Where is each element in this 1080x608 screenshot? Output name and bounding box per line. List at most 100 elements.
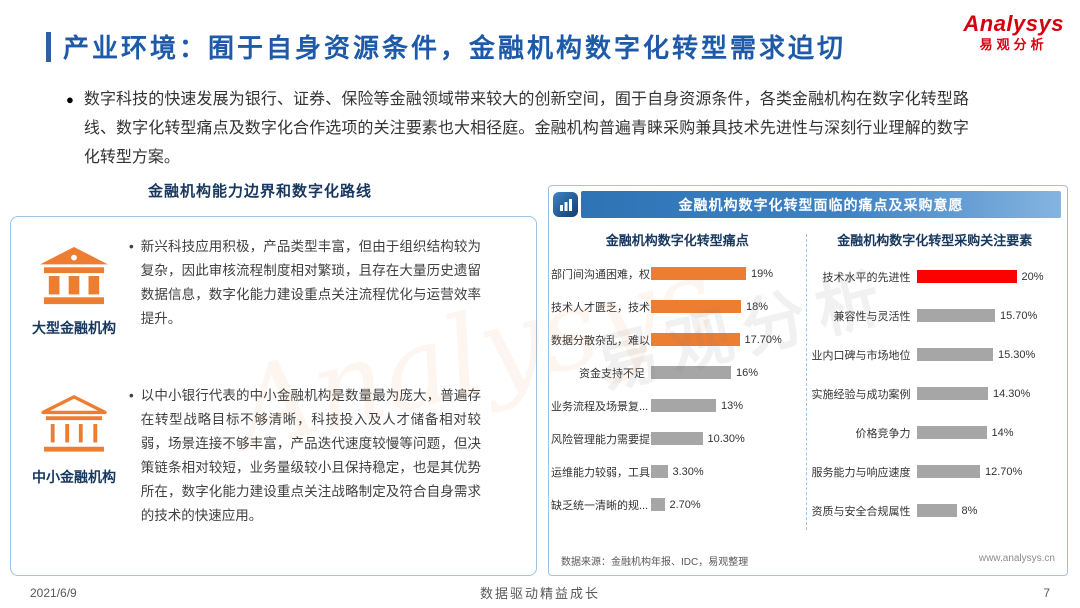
bar-category-label: 数据分散杂乱，难以... <box>551 334 660 347</box>
bar-category-label: 缺乏统一清晰的规... <box>551 499 649 512</box>
intro-text: 数字科技的快速发展为银行、证券、保险等金融领域带来较大的创新空间，囿于自身资源条… <box>83 91 969 166</box>
medium-institution-label: 中小金融机构 <box>32 469 116 485</box>
bar-category-label: 运维能力较弱，工具... <box>551 466 660 479</box>
bar-category-label: 资金支持不足 <box>579 367 645 380</box>
bar-value-label: 15.30% <box>998 348 1036 361</box>
purchase-factors-chart: 金融机构数字化转型采购关注要素 技术水平的先进性 20% 兼容性与灵活性 15.70%… <box>809 230 1062 530</box>
bar-row: 兼容性与灵活性 15.70% <box>809 296 1062 335</box>
bar-value-label: 8% <box>961 504 978 517</box>
bar <box>916 309 995 322</box>
bar-category-label: 技术水平的先进性 <box>822 271 911 284</box>
page-number: 7 <box>1043 585 1050 600</box>
footer-slogan: 数据驱动精益成长 <box>479 586 600 601</box>
bar <box>916 426 987 439</box>
factor-chart-title: 金融机构数字化转型采购关注要素 <box>837 233 1033 248</box>
bar-category-label: 业务流程及场景复... <box>551 400 649 413</box>
left-section-heading: 金融机构能力边界和数字化路线 <box>147 183 372 200</box>
bar-row: 技术水平的先进性 20% <box>809 257 1062 296</box>
bar <box>651 399 716 412</box>
charts-container: 金融机构数字化转型痛点 部门间沟通困难，权... 19% 技术人才匮乏，技术... 1… <box>549 218 1067 530</box>
large-institution-text: • 新兴科技应用积极，产品类型丰富，但由于组织结构较为复杂，因此审核流程制度相对… <box>129 235 481 338</box>
website-link[interactable]: www.analysys.cn <box>978 553 1055 564</box>
bar <box>651 366 731 379</box>
logo-text-en: Analysys <box>963 11 1064 36</box>
bar-category-label: 资质与安全合规属性 <box>811 505 911 518</box>
large-institution-description: 新兴科技应用积极，产品类型丰富，但由于组织结构较为复杂，因此审核流程制度相对繁琐… <box>140 239 481 327</box>
large-institution-row: 大型金融机构 • 新兴科技应用积极，产品类型丰富，但由于组织结构较为复杂，因此审… <box>19 235 481 338</box>
bar-value-label: 17.70% <box>744 333 782 346</box>
bar-row: 缺乏统一清晰的规... 2.70% <box>551 488 804 521</box>
slide-footer: 2021/6/9 数据驱动精益成长 7 <box>0 583 1080 602</box>
bar-value-label: 13% <box>721 399 744 412</box>
bar <box>916 387 988 400</box>
pain-points-chart: 金融机构数字化转型痛点 部门间沟通困难，权... 19% 技术人才匮乏，技术... 1… <box>551 230 804 530</box>
bar-category-label: 风险管理能力需要提高 <box>551 433 661 446</box>
bar-row: 资质与安全合规属性 8% <box>809 491 1062 530</box>
bar-row: 风险管理能力需要提高 10.30% <box>551 422 804 455</box>
bar-row: 价格竞争力 14% <box>809 413 1062 452</box>
bank-large-icon <box>40 246 108 305</box>
pain-chart-title: 金融机构数字化转型痛点 <box>605 233 749 248</box>
bar-value-label: 3.30% <box>672 465 704 478</box>
medium-institution-description: 以中小银行代表的中小金融机构是数量最为庞大，普遍存在转型战略目标不够清晰，科技投… <box>140 388 481 524</box>
bar <box>916 504 957 517</box>
bar-row: 服务能力与响应速度 12.70% <box>809 452 1062 491</box>
title-row: 产业环境：囿于自身资源条件，金融机构数字化转型需求迫切 <box>46 28 846 65</box>
bar-value-label: 14% <box>991 426 1014 439</box>
chart-divider <box>805 234 807 530</box>
analysys-logo: Analysys 易观分析 <box>963 11 1064 53</box>
bar-category-label: 实施经验与成功案例 <box>811 388 911 401</box>
chart-badge-icon <box>553 192 578 217</box>
panel-header: 金融机构数字化转型面临的痛点及采购意愿 <box>553 191 1061 218</box>
page-title: 产业环境：囿于自身资源条件，金融机构数字化转型需求迫切 <box>63 33 847 63</box>
bar-value-label: 2.70% <box>669 498 701 511</box>
bar <box>651 333 740 346</box>
panel-header-title: 金融机构数字化转型面临的痛点及采购意愿 <box>581 191 1061 218</box>
large-institution-label: 大型金融机构 <box>32 320 116 336</box>
bar-category-label: 价格竞争力 <box>855 427 911 440</box>
medium-institution-text: • 以中小银行代表的中小金融机构是数量最为庞大，普遍存在转型战略目标不够清晰，科… <box>129 384 481 528</box>
bar-value-label: 15.70% <box>1000 309 1038 322</box>
bar <box>651 267 746 280</box>
bullet-icon: • <box>129 388 134 403</box>
bullet-icon: • <box>129 239 134 254</box>
bar-value-label: 18% <box>746 300 769 313</box>
bar <box>651 465 668 478</box>
data-source-note: 数据来源：金融机构年报、IDC，易观整理 <box>561 557 749 568</box>
bar-row: 运维能力较弱，工具... 3.30% <box>551 455 804 488</box>
logo-text-cn: 易观分析 <box>979 37 1048 53</box>
bar <box>651 498 665 511</box>
pain-chart-bars: 部门间沟通困难，权... 19% 技术人才匮乏，技术... 18% 数据分散杂乱，难以.… <box>551 257 804 521</box>
bar <box>651 432 703 445</box>
bar <box>916 348 993 361</box>
bar-category-label: 技术人才匮乏，技术... <box>551 301 660 314</box>
bar-row: 业内口碑与市场地位 15.30% <box>809 335 1062 374</box>
bar <box>916 270 1017 283</box>
bar-category-label: 部门间沟通困难，权... <box>551 268 660 281</box>
intro-paragraph: ● 数字科技的快速发展为银行、证券、保险等金融领域带来较大的创新空间，囿于自身资… <box>66 86 1026 172</box>
bar <box>916 465 980 478</box>
large-institution-icon-col: 大型金融机构 <box>19 235 129 338</box>
bar-row: 资金支持不足 16% <box>551 356 804 389</box>
bar-row: 业务流程及场景复... 13% <box>551 389 804 422</box>
institutions-box: 大型金融机构 • 新兴科技应用积极，产品类型丰富，但由于组织结构较为复杂，因此审… <box>10 216 537 576</box>
bank-medium-icon <box>41 395 107 452</box>
medium-institution-row: 中小金融机构 • 以中小银行代表的中小金融机构是数量最为庞大，普遍存在转型战略目… <box>19 384 481 528</box>
bar-category-label: 兼容性与灵活性 <box>833 310 911 323</box>
medium-institution-icon-col: 中小金融机构 <box>19 384 129 528</box>
bar-row: 部门间沟通困难，权... 19% <box>551 257 804 290</box>
bar-value-label: 19% <box>751 267 774 280</box>
bar-category-label: 服务能力与响应速度 <box>811 466 911 479</box>
title-accent-bar <box>46 31 51 62</box>
bar-row: 实施经验与成功案例 14.30% <box>809 374 1062 413</box>
bar-value-label: 20% <box>1021 270 1044 283</box>
charts-panel: 金融机构数字化转型面临的痛点及采购意愿 金融机构数字化转型痛点 部门间沟通困难，… <box>548 185 1068 576</box>
bar-value-label: 16% <box>736 366 759 379</box>
bar-row: 技术人才匮乏，技术... 18% <box>551 290 804 323</box>
panel-footer: 数据来源：金融机构年报、IDC，易观整理 www.analysys.cn <box>561 553 1055 568</box>
bar-value-label: 12.70% <box>985 465 1023 478</box>
bar-row: 数据分散杂乱，难以... 17.70% <box>551 323 804 356</box>
bullet-icon: ● <box>66 92 74 107</box>
bar-category-label: 业内口碑与市场地位 <box>811 349 911 362</box>
